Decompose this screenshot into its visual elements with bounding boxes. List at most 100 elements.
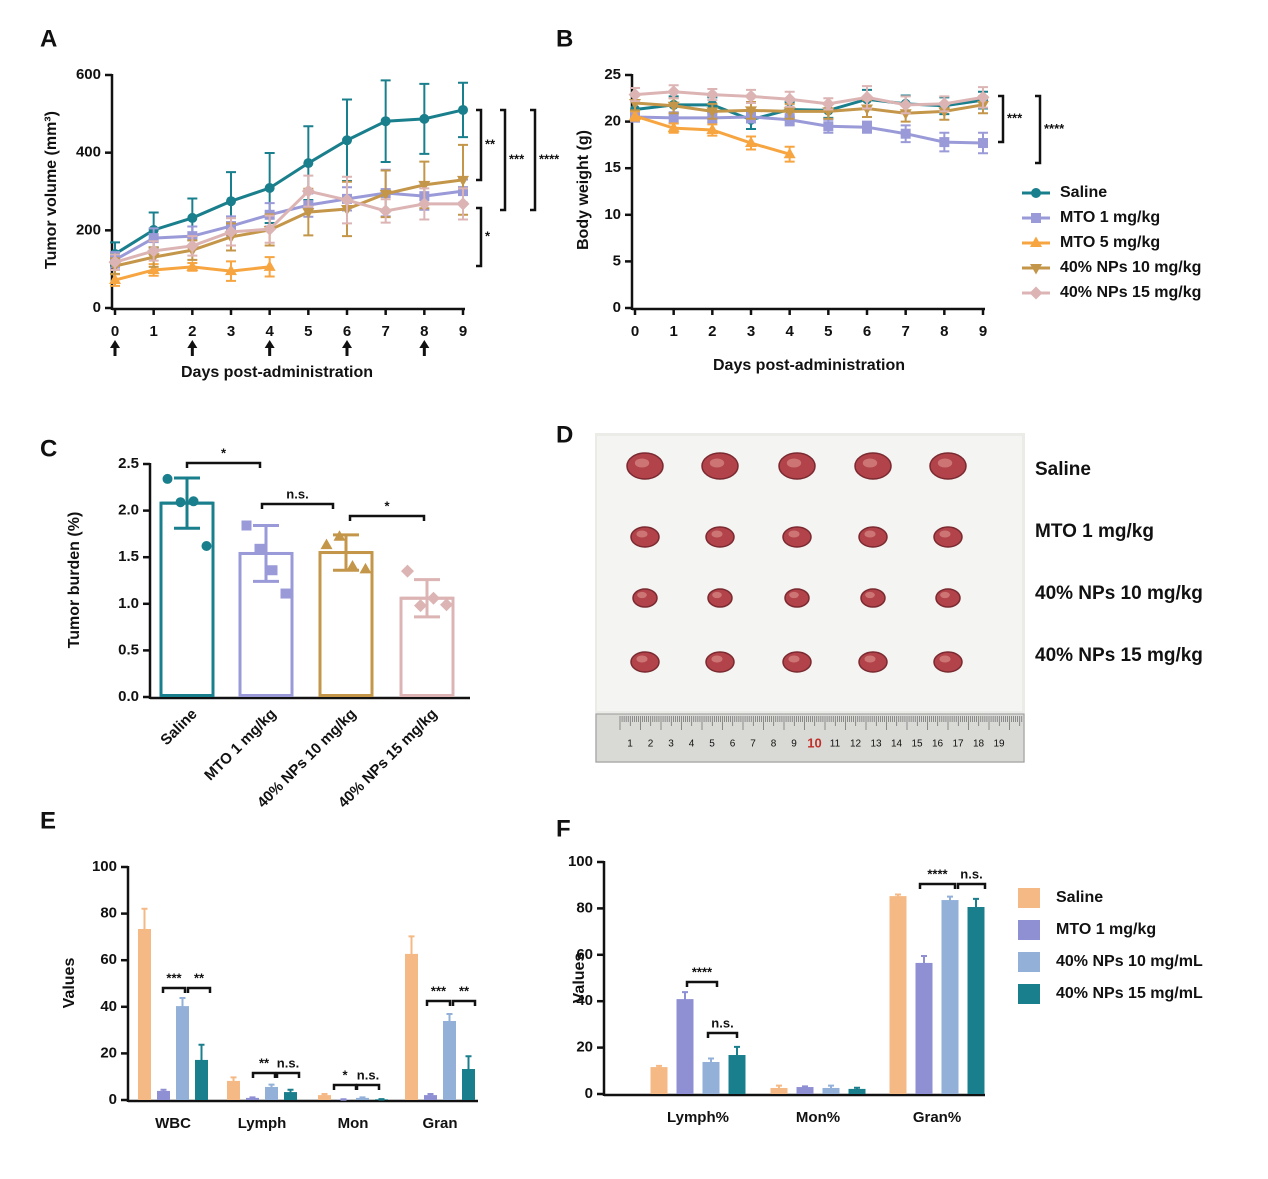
- bar: [848, 1088, 866, 1094]
- y-tick-label: 0.0: [118, 688, 139, 705]
- legend-label: 40% NPs 10 mg/mL: [1056, 953, 1203, 970]
- x-tick-label: 2: [188, 323, 196, 340]
- tumor-highlight: [788, 655, 800, 663]
- tumor-highlight: [636, 655, 648, 663]
- bar: [941, 900, 959, 1094]
- point: [745, 136, 757, 148]
- error-bar: [320, 533, 372, 572]
- ruler-label: 8: [771, 739, 777, 750]
- data-point: [440, 598, 453, 612]
- x-tick-label: 4: [785, 323, 794, 340]
- tumor: [782, 526, 812, 548]
- error-bar: [240, 524, 292, 583]
- row-label: 40% NPs 15 mg/kg: [1035, 645, 1203, 666]
- panel-label: C: [40, 435, 57, 462]
- x-axis-label: Days post-administration: [713, 357, 905, 374]
- tumor: [784, 588, 810, 608]
- y-tick-label: 5: [613, 252, 621, 269]
- tumor: [705, 526, 735, 548]
- point: [978, 138, 988, 149]
- point: [976, 90, 990, 104]
- bar: [443, 1021, 456, 1100]
- x-tick-label: 0: [111, 323, 119, 340]
- bar: [424, 1095, 437, 1100]
- tumor-highlight: [937, 458, 953, 468]
- x-tick-label: 5: [304, 323, 312, 340]
- ruler-label: 10: [807, 735, 821, 750]
- x-tick-label: 6: [343, 323, 351, 340]
- x-tick-label: MTO 1 mg/kg: [201, 706, 279, 784]
- dosing-arrow: [419, 340, 430, 356]
- legend-marker: [1030, 236, 1042, 247]
- ruler-label: 13: [870, 739, 882, 750]
- tumor-highlight: [864, 655, 876, 663]
- bar: [889, 896, 907, 1094]
- y-axis-label: Values: [571, 953, 588, 1004]
- y-tick-label: 0: [93, 299, 101, 316]
- tumor: [858, 526, 888, 548]
- tumor: [632, 588, 658, 608]
- panel-label: F: [556, 815, 571, 842]
- x-tick-label: Mon%: [796, 1109, 840, 1126]
- ruler-label: 7: [750, 739, 756, 750]
- y-tick-label: 0.5: [118, 641, 139, 658]
- y-tick-label: 20: [576, 1039, 593, 1056]
- y-tick-label: 1.0: [118, 595, 139, 612]
- point: [185, 239, 199, 253]
- bar: [157, 1090, 170, 1100]
- tumor-highlight: [865, 591, 875, 599]
- tumor-highlight: [634, 458, 650, 468]
- y-tick-label: 600: [76, 66, 101, 83]
- significance-bracket: [348, 514, 426, 521]
- tumor: [705, 651, 735, 673]
- significance-label: **: [485, 136, 496, 151]
- x-tick-label: 3: [227, 323, 235, 340]
- bar: [318, 1095, 331, 1100]
- y-tick-label: 60: [100, 951, 117, 968]
- y-tick-label: 0: [613, 299, 621, 316]
- point: [667, 121, 680, 133]
- bar: [405, 953, 418, 1100]
- tumor: [707, 588, 733, 608]
- ruler-label: 3: [668, 739, 674, 750]
- point: [705, 88, 719, 102]
- legend-label: 40% NPs 10 mg/kg: [1060, 259, 1201, 276]
- x-tick-label: Mon: [338, 1115, 369, 1132]
- point: [860, 90, 874, 104]
- point: [783, 107, 796, 118]
- tumor: [860, 588, 886, 608]
- legend-swatch: [1018, 952, 1040, 972]
- bar: [822, 1087, 840, 1094]
- bar: [915, 962, 933, 1094]
- significance-bracket: [956, 882, 987, 889]
- data-point: [320, 538, 333, 550]
- y-tick-label: 100: [568, 853, 593, 870]
- significance-label: ***: [509, 151, 525, 166]
- bar: [967, 907, 985, 1094]
- data-point: [359, 562, 372, 574]
- point: [264, 183, 275, 194]
- tumor-highlight: [636, 530, 648, 538]
- ruler-label: 17: [952, 739, 964, 750]
- data-point: [427, 591, 440, 605]
- data-point: [188, 496, 199, 507]
- ruler-label: 19: [993, 739, 1005, 750]
- significance-bracket: [476, 108, 483, 182]
- row-label: MTO 1 mg/kg: [1035, 521, 1154, 542]
- significance-bracket: [530, 108, 537, 212]
- point: [263, 260, 276, 271]
- significance-label: *: [384, 498, 390, 513]
- x-tick-label: Lymph: [238, 1115, 287, 1132]
- significance-label: ***: [166, 970, 182, 985]
- point: [938, 107, 951, 118]
- ruler-label: 2: [648, 739, 654, 750]
- x-tick-label: WBC: [155, 1115, 191, 1132]
- x-tick-label: 8: [420, 323, 428, 340]
- x-tick-label: 9: [979, 323, 987, 340]
- x-tick-label: 1: [149, 323, 157, 340]
- row-label: Saline: [1035, 459, 1091, 480]
- legend-label: 40% NPs 15 mg/kg: [1060, 284, 1201, 301]
- y-axis-label: Tumor volume (mm³): [43, 111, 60, 269]
- point: [380, 116, 391, 127]
- data-point: [280, 588, 291, 599]
